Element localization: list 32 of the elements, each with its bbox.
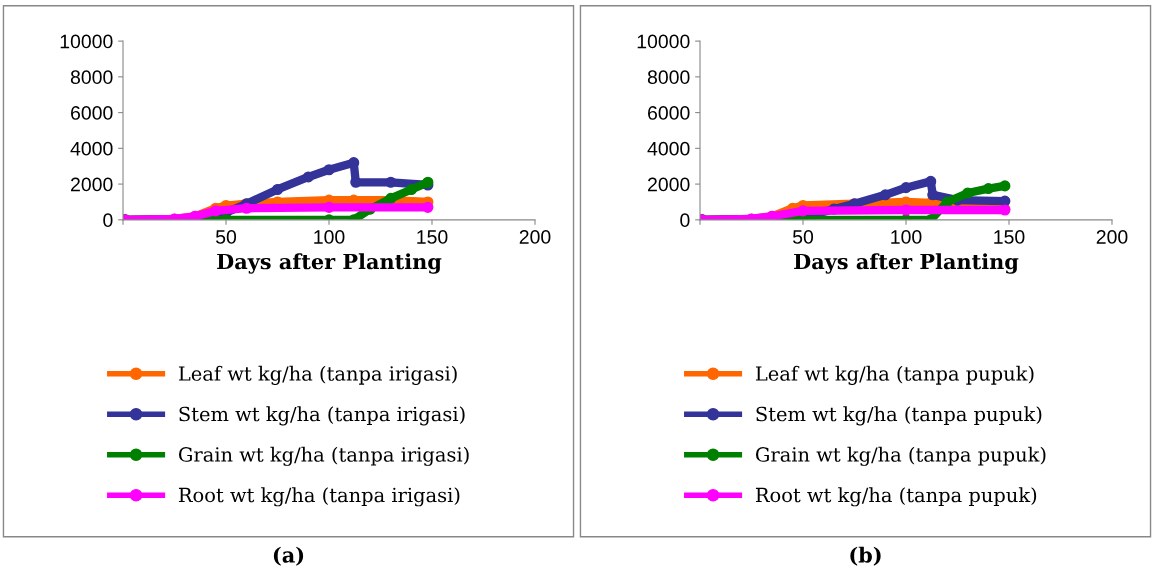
x-axis-title: Days after Planting <box>217 253 442 274</box>
y-tick-label: 0 <box>103 213 113 228</box>
x-tick-label: 150 <box>417 230 448 244</box>
y-tick-label: 4000 <box>70 141 113 156</box>
x-tick-label: 200 <box>519 230 551 244</box>
x-axis-title: Days after Planting <box>794 253 1019 274</box>
y-tick-label: 6000 <box>71 106 113 120</box>
y-tick-label: 8000 <box>647 70 690 85</box>
x-tick-label: 100 <box>314 230 345 244</box>
x-tick-label: 200 <box>1096 230 1128 244</box>
y-tick-label: 0 <box>680 213 690 228</box>
legend-label: Leaf wt kg/ha (tanpa irigasi) <box>178 365 457 385</box>
legend-label: Stem wt kg/ha (tanpa irigasi) <box>179 406 465 426</box>
x-tick-label: 150 <box>994 230 1025 244</box>
text: (a) <box>273 546 304 566</box>
y-tick-label: 2000 <box>648 177 690 192</box>
y-tick-label: 10000 <box>637 34 690 49</box>
legend-label: Leaf wt kg/ha (tanpa pupuk) <box>755 365 1034 385</box>
y-tick-label: 4000 <box>647 141 690 156</box>
y-tick-label: 8000 <box>70 70 113 85</box>
legend-label: Stem wt kg/ha (tanpa pupuk) <box>756 406 1042 426</box>
legend-label: Grain wt kg/ha (tanpa irigasi) <box>178 446 469 466</box>
legend-label: Grain wt kg/ha (tanpa pupuk) <box>755 446 1046 466</box>
x-tick-label: 50 <box>215 230 237 244</box>
legend-label: Root wt kg/ha (tanpa irigasi) <box>178 487 460 507</box>
y-tick-label: 10000 <box>60 34 113 49</box>
x-tick-label: 100 <box>891 230 922 244</box>
y-tick-label: 2000 <box>71 177 113 192</box>
legend-label: Root wt kg/ha (tanpa pupuk) <box>755 487 1037 507</box>
x-tick-label: 50 <box>792 230 814 244</box>
y-tick-label: 6000 <box>648 106 690 120</box>
text: (b) <box>850 546 881 566</box>
